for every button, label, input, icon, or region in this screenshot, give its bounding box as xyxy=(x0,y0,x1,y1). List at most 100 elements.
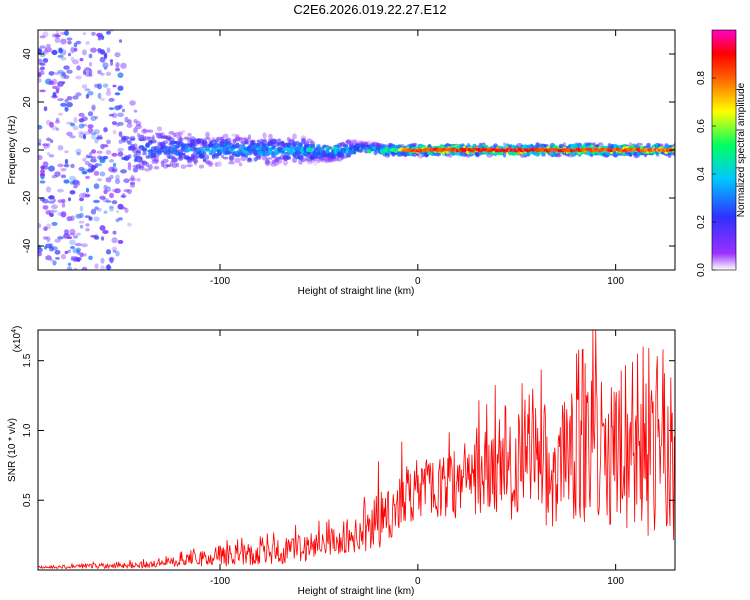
heatmap-cell xyxy=(64,150,69,154)
heatmap-cell xyxy=(205,131,210,138)
heatmap-cell xyxy=(142,128,147,133)
heatmap-cell xyxy=(51,49,58,56)
heatmap-cell xyxy=(636,142,643,146)
heatmap-cell xyxy=(225,137,232,144)
heatmap-cell xyxy=(192,154,199,159)
heatmap-cell xyxy=(109,159,114,163)
x-tick-label: 100 xyxy=(607,276,624,287)
heatmap-cell xyxy=(88,216,93,221)
heatmap-cell xyxy=(168,131,175,135)
heatmap-cell xyxy=(148,164,153,171)
heatmap-cell xyxy=(97,178,102,182)
heatmap-cell xyxy=(54,34,61,38)
heatmap-cell xyxy=(217,161,222,167)
heatmap-cell xyxy=(64,158,69,165)
spectrogram-y-label: Frequency (Hz) xyxy=(7,116,18,185)
heatmap-cell xyxy=(126,123,133,128)
heatmap-cell xyxy=(49,121,54,128)
heatmap-cell xyxy=(292,133,297,140)
heatmap-cell xyxy=(261,154,268,161)
heatmap-cell xyxy=(81,84,88,89)
heatmap-cell xyxy=(38,154,43,161)
heatmap-cell xyxy=(117,112,124,118)
heatmap-cell xyxy=(103,127,108,132)
heatmap-cell xyxy=(156,126,163,133)
heatmap-cell xyxy=(90,158,97,163)
heatmap-cell xyxy=(132,167,139,173)
heatmap-cell xyxy=(114,92,121,96)
heatmap-cell xyxy=(102,230,109,234)
heatmap-cell xyxy=(46,137,51,142)
heatmap-cell xyxy=(270,161,277,167)
heatmap-cell xyxy=(64,229,69,233)
snr-y-tick-label: 0.5 xyxy=(22,493,33,507)
heatmap-cell xyxy=(351,139,358,144)
heatmap-cell xyxy=(75,148,82,154)
heatmap-cell xyxy=(106,47,111,53)
heatmap-cell xyxy=(111,168,118,173)
heatmap-cell xyxy=(58,48,63,54)
heatmap-cell xyxy=(110,61,113,66)
heatmap-cell xyxy=(127,162,132,167)
heatmap-cell xyxy=(91,104,96,110)
heatmap-cell xyxy=(352,149,357,155)
heatmap-cell xyxy=(120,62,127,69)
heatmap-cell xyxy=(213,142,220,148)
heatmap-cell xyxy=(88,255,93,260)
heatmap-cell xyxy=(72,235,79,239)
heatmap-cell xyxy=(84,88,91,92)
heatmap-cell xyxy=(49,258,54,262)
heatmap-cell xyxy=(75,75,82,80)
heatmap-cell xyxy=(45,255,52,261)
heatmap-cell xyxy=(81,243,88,248)
heatmap-cell xyxy=(142,152,147,156)
heatmap-cell xyxy=(45,223,52,230)
heatmap-cell xyxy=(114,67,121,72)
heatmap-cell xyxy=(43,106,48,112)
heatmap-cell xyxy=(91,106,96,112)
heatmap-cell xyxy=(147,129,154,133)
heatmap-cell xyxy=(156,126,163,131)
heatmap-cell xyxy=(121,108,126,113)
heatmap-cell xyxy=(54,238,61,243)
heatmap-cell xyxy=(57,188,64,193)
heatmap-cell xyxy=(46,142,51,149)
heatmap-cell xyxy=(63,75,70,80)
heatmap-cell xyxy=(39,35,46,39)
heatmap-cell xyxy=(60,102,67,107)
heatmap-cell xyxy=(205,154,210,160)
heatmap-cell xyxy=(133,119,138,124)
heatmap-cell xyxy=(105,150,112,155)
heatmap-cell xyxy=(142,168,147,171)
heatmap-cell xyxy=(93,235,100,240)
heatmap-cell xyxy=(112,230,117,235)
heatmap-cell xyxy=(127,154,132,159)
heatmap-cell xyxy=(115,210,120,213)
heatmap-cell xyxy=(63,229,70,235)
heatmap-cell xyxy=(97,69,102,75)
spectrogram-plot: -100 0 100 40 20 0 -20 -40 Height of straight l… xyxy=(7,29,676,297)
heatmap-cell xyxy=(232,139,237,144)
heatmap-cell xyxy=(73,116,78,124)
snr-plot: -100 0 100 0.5 1.0 1.5 Height of straight lin… xyxy=(7,326,676,597)
y-tick-label: 0 xyxy=(22,147,33,153)
heatmap-cell xyxy=(58,112,63,116)
heatmap-cell xyxy=(135,124,142,130)
heatmap-cell xyxy=(60,49,67,56)
heatmap-cell xyxy=(38,125,43,130)
heatmap-cell xyxy=(127,119,132,125)
heatmap-cell xyxy=(112,249,117,253)
heatmap-cell xyxy=(152,134,155,141)
heatmap-cell xyxy=(115,92,120,96)
heatmap-cell xyxy=(141,161,148,165)
y-tick-label: -20 xyxy=(22,190,33,205)
snr-y-label: SNR (10 * v/v) xyxy=(7,418,18,482)
heatmap-cell xyxy=(220,155,225,158)
heatmap-cell xyxy=(103,66,108,70)
heatmap-cell xyxy=(63,163,70,168)
heatmap-cell xyxy=(67,197,72,202)
heatmap-cell xyxy=(117,72,124,78)
heatmap-cell xyxy=(262,132,267,139)
heatmap-cell xyxy=(66,37,73,41)
